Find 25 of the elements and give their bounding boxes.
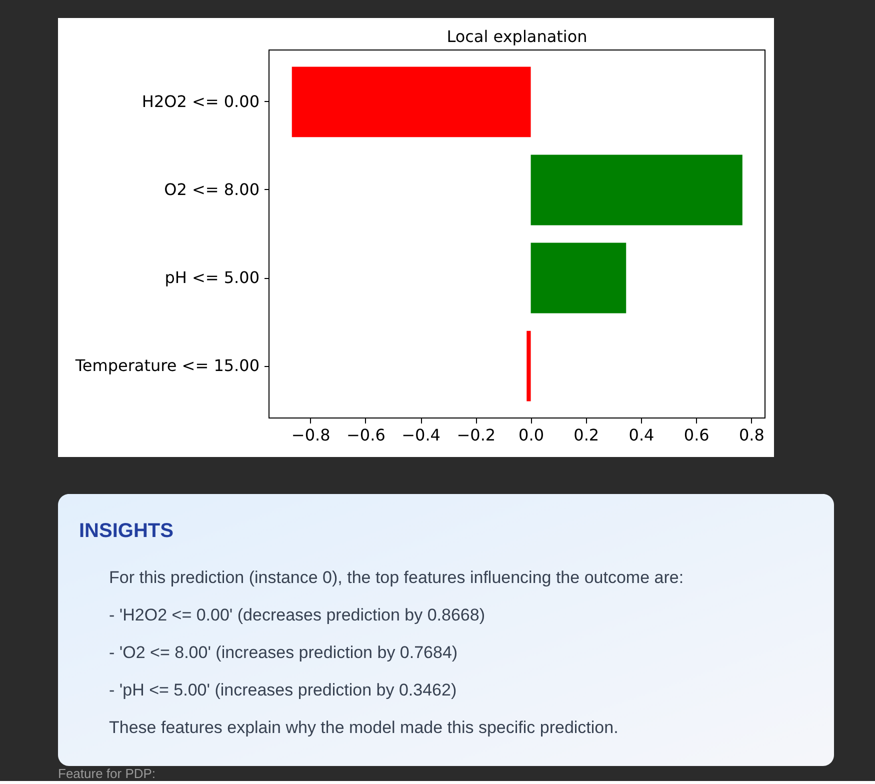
bar (530, 154, 742, 226)
x-tick-label: 0.8 (738, 426, 764, 444)
y-tick-label: Temperature <= 15.00 (74, 356, 260, 376)
bar (530, 242, 626, 314)
x-tick-label: 0.2 (574, 426, 600, 444)
chart-title: Local explanation (446, 27, 588, 46)
bar (292, 66, 531, 138)
text: - 'pH <= 5.00' (increases prediction by 0.3462) (109, 680, 457, 700)
text: Feature for PDP: (58, 766, 156, 781)
text: INSIGHTS (79, 520, 174, 542)
text: - 'O2 <= 8.00' (increases prediction by 0.7684) (109, 643, 458, 662)
x-tick-label: 0.4 (628, 426, 654, 444)
bar (526, 330, 531, 402)
y-tick-label: pH <= 5.00 (164, 268, 260, 288)
x-tick-label: −0.6 (346, 426, 386, 444)
x-tick-label: 0.0 (518, 426, 544, 444)
x-tick-label: 0.6 (684, 426, 710, 444)
text: These features explain why the model made this specific prediction. (109, 718, 618, 737)
x-tick-label: −0.4 (402, 426, 440, 444)
text: For this prediction (instance 0), the top features influencing the outcome are: (109, 568, 684, 587)
y-tick-label: H2O2 <= 0.00 (142, 92, 260, 111)
y-tick-label: O2 <= 8.00 (164, 180, 260, 199)
text: - 'H2O2 <= 0.00' (decreases prediction by 0.8668) (109, 606, 485, 624)
x-tick-label: −0.8 (291, 426, 330, 444)
x-tick-label: −0.2 (456, 426, 496, 444)
